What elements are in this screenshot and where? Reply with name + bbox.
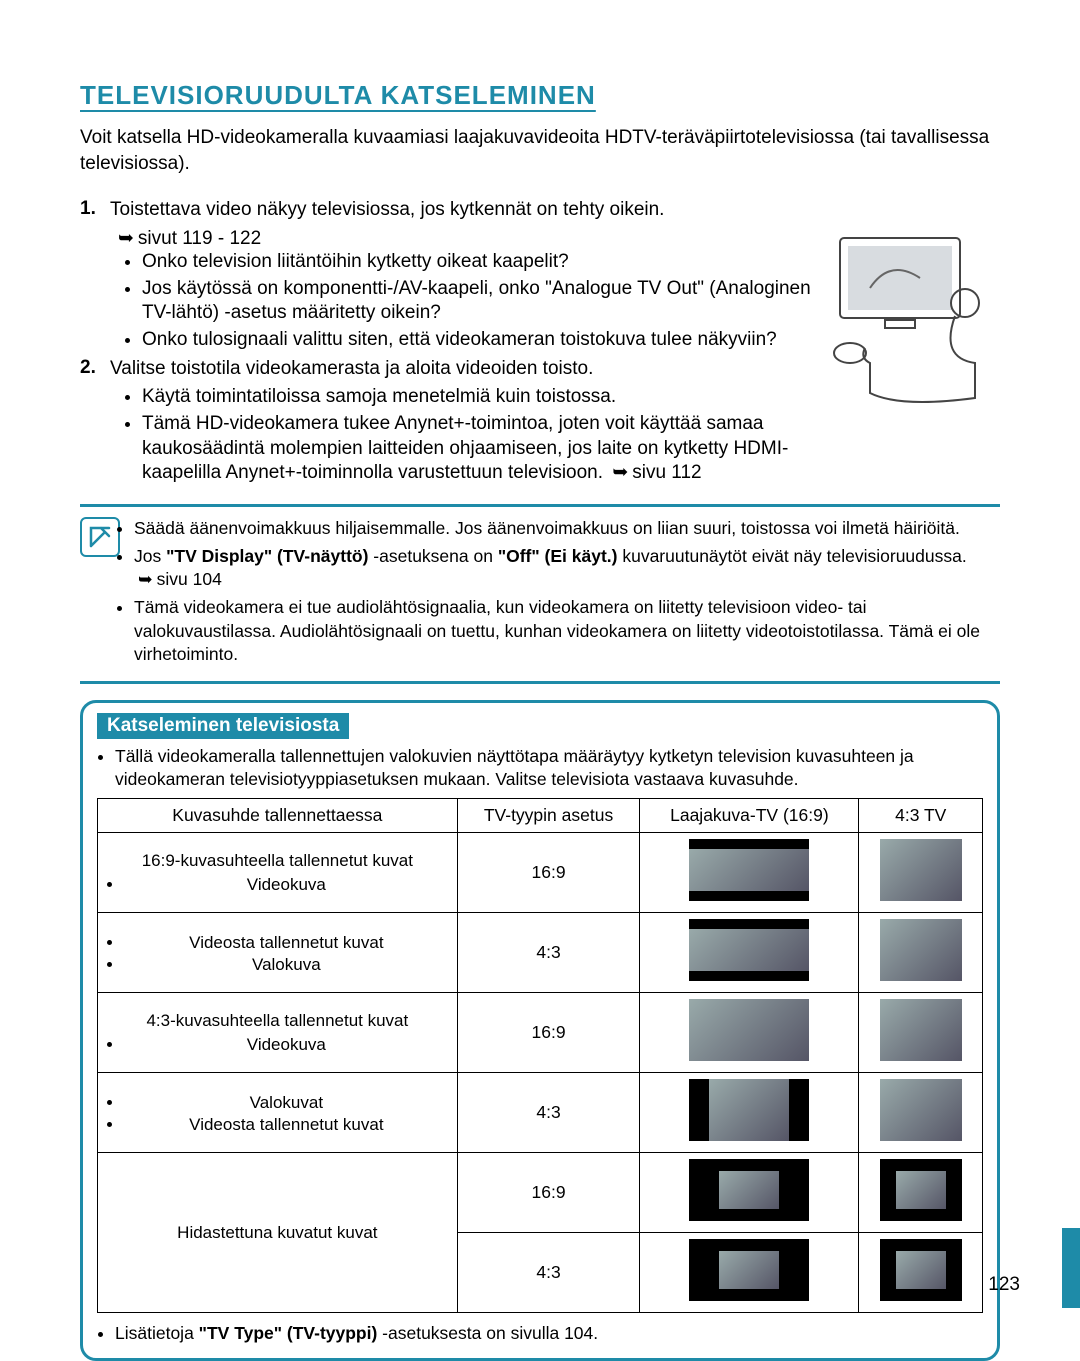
step-2-number: 2. bbox=[80, 357, 102, 382]
table-header-2: TV-tyypin asetus bbox=[457, 799, 640, 833]
step-1-bullet-1: Onko television liitäntöihin kytketty oi… bbox=[142, 250, 818, 275]
step-1-text: Toistettava video näkyy televisiossa, jo… bbox=[110, 198, 818, 223]
step-1-bullet-3: Onko tulosignaali valittu siten, että vi… bbox=[142, 328, 818, 353]
tv-box-footnote: Lisätietoja "TV Type" (TV-tyyppi) -asetu… bbox=[97, 1323, 983, 1344]
info-item-3: Tämä videokamera ei tue audiolähtösignaa… bbox=[134, 596, 1000, 667]
step-2-bullet-1: Käytä toimintatiloissa samoja menetelmiä… bbox=[142, 385, 818, 410]
step-2-bullet-2: Tämä HD-videokamera tukee Anynet+-toimin… bbox=[142, 412, 818, 486]
tv-box-intro: Tällä videokameralla tallennettujen valo… bbox=[97, 745, 983, 791]
step-1-bullets: Onko television liitäntöihin kytketty oi… bbox=[142, 250, 818, 353]
intro-paragraph: Voit katsella HD-videokameralla kuvaamia… bbox=[80, 125, 1000, 176]
table-header-3: Laajakuva-TV (16:9) bbox=[640, 799, 859, 833]
info-item-1: Säädä äänenvoimakkuus hiljaisemmalle. Jo… bbox=[134, 517, 1000, 541]
table-row: 16:9-kuvasuhteella tallennetut kuvat Vid… bbox=[98, 833, 983, 913]
step-1-bullet-2: Jos käytössä on komponentti-/AV-kaapeli,… bbox=[142, 277, 818, 326]
table-row: ValokuvatVideosta tallennetut kuvat 4:3 bbox=[98, 1073, 983, 1153]
table-header-1: Kuvasuhde tallennettaessa bbox=[98, 799, 458, 833]
info-list: Säädä äänenvoimakkuus hiljaisemmalle. Jo… bbox=[134, 517, 1000, 671]
step-2-text: Valitse toistotila videokamerasta ja alo… bbox=[110, 357, 818, 382]
aspect-ratio-table: Kuvasuhde tallennettaessa TV-tyypin aset… bbox=[97, 798, 983, 1313]
table-row: 4:3-kuvasuhteella tallennetut kuvat Vide… bbox=[98, 993, 983, 1073]
info-item-2: Jos "TV Display" (TV-näyttö) -asetuksena… bbox=[134, 545, 1000, 592]
note-icon bbox=[80, 517, 120, 557]
tv-box-title: Katseleminen televisiosta bbox=[97, 713, 349, 739]
step-2-bullets: Käytä toimintatiloissa samoja menetelmiä… bbox=[142, 385, 818, 486]
steps-section: 1. Toistettava video näkyy televisiossa,… bbox=[80, 198, 1000, 488]
step-1-pageref: sivut 119 - 122 bbox=[118, 227, 818, 250]
side-tab bbox=[1062, 1228, 1080, 1308]
table-row: Videosta tallennetut kuvatValokuva 4:3 bbox=[98, 913, 983, 993]
page-number: 123 bbox=[988, 1274, 1020, 1296]
table-row: Hidastettuna kuvatut kuvat 16:9 bbox=[98, 1153, 983, 1233]
tv-viewing-box: Katseleminen televisiosta Tällä videokam… bbox=[80, 700, 1000, 1361]
page-title: TELEVISIORUUDULTA KATSELEMINEN bbox=[80, 80, 1000, 111]
table-header-4: 4:3 TV bbox=[859, 799, 983, 833]
tv-illustration bbox=[830, 228, 1000, 408]
step-1-number: 1. bbox=[80, 198, 102, 223]
info-box: Säädä äänenvoimakkuus hiljaisemmalle. Jo… bbox=[80, 504, 1000, 684]
